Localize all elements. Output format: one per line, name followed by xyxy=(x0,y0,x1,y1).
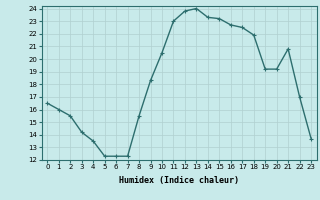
X-axis label: Humidex (Indice chaleur): Humidex (Indice chaleur) xyxy=(119,176,239,185)
